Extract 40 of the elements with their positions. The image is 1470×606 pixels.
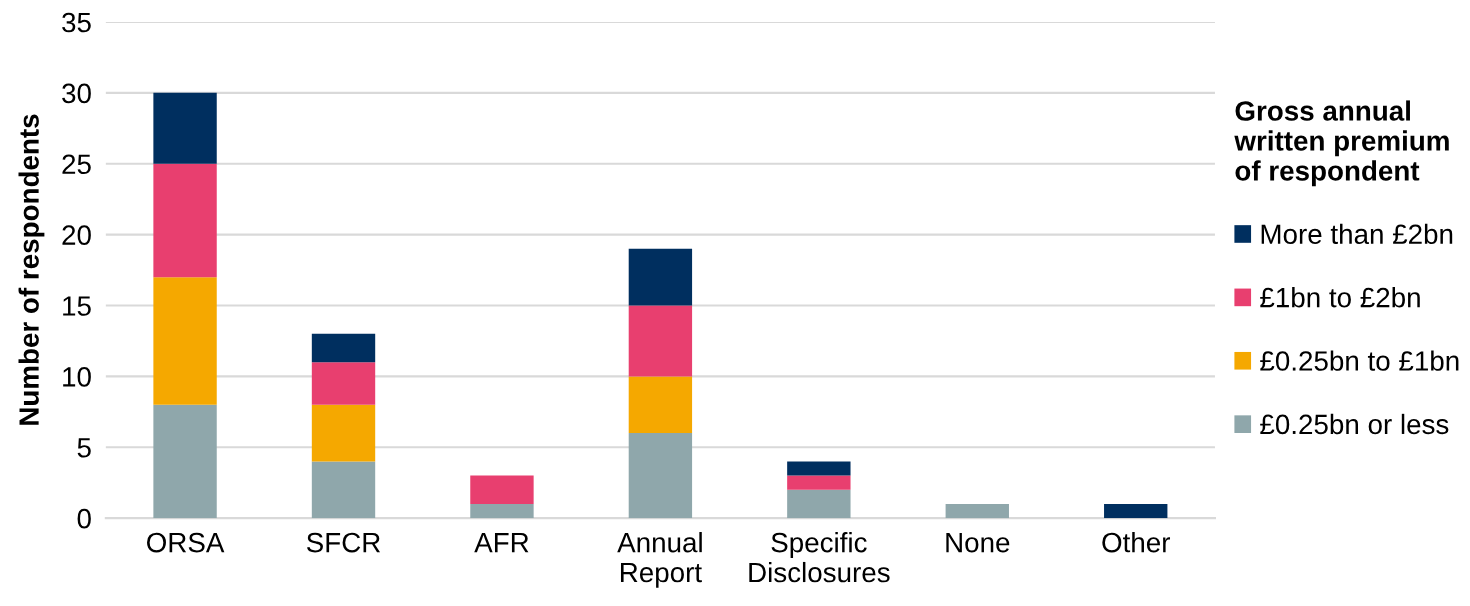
bar	[1104, 503, 1168, 519]
x-tick-label: Annual Report	[617, 532, 702, 588]
y-tick-label: 10	[63, 367, 91, 387]
bar	[628, 305, 693, 377]
bar	[628, 376, 693, 434]
bar	[311, 404, 376, 462]
bar	[787, 489, 851, 519]
x-tick-label: AFR	[474, 533, 529, 553]
bar	[153, 277, 217, 405]
bar	[153, 404, 217, 519]
legend-label: £0.25bn to £1bn	[1260, 350, 1459, 371]
bar	[470, 503, 534, 519]
x-tick-label: SFCR	[306, 532, 381, 553]
bar	[311, 362, 376, 405]
y-tick-label: 0	[77, 508, 91, 529]
bar	[153, 163, 217, 278]
bar	[628, 248, 693, 306]
bar	[787, 461, 851, 476]
bar	[470, 475, 534, 504]
legend-label: More than £2bn	[1261, 223, 1453, 245]
x-tick-label: ORSA	[147, 532, 225, 553]
legend-title: Gross annual written premium of respondent	[1234, 100, 1449, 187]
y-tick-label: 20	[62, 225, 91, 245]
y-tick-label: 30	[62, 83, 91, 104]
y-tick-label: 25	[62, 154, 91, 175]
x-tick-label: Other	[1102, 532, 1171, 553]
bar	[311, 461, 376, 519]
y-tick-label: 35	[62, 12, 91, 33]
bar	[311, 333, 376, 363]
bar	[787, 475, 851, 490]
legend-label: £0.25bn or less	[1260, 413, 1449, 435]
x-tick-label: None	[946, 533, 1010, 553]
bar	[945, 503, 1009, 519]
bar	[628, 433, 693, 519]
bar	[153, 92, 217, 164]
y-axis-title: Number of respondents	[18, 114, 45, 425]
x-tick-label: Specific Disclosures	[749, 532, 890, 583]
legend-label: £1bn to £2bn	[1260, 287, 1420, 308]
y-tick-label: 5	[77, 438, 91, 458]
y-tick-label: 15	[63, 296, 91, 316]
